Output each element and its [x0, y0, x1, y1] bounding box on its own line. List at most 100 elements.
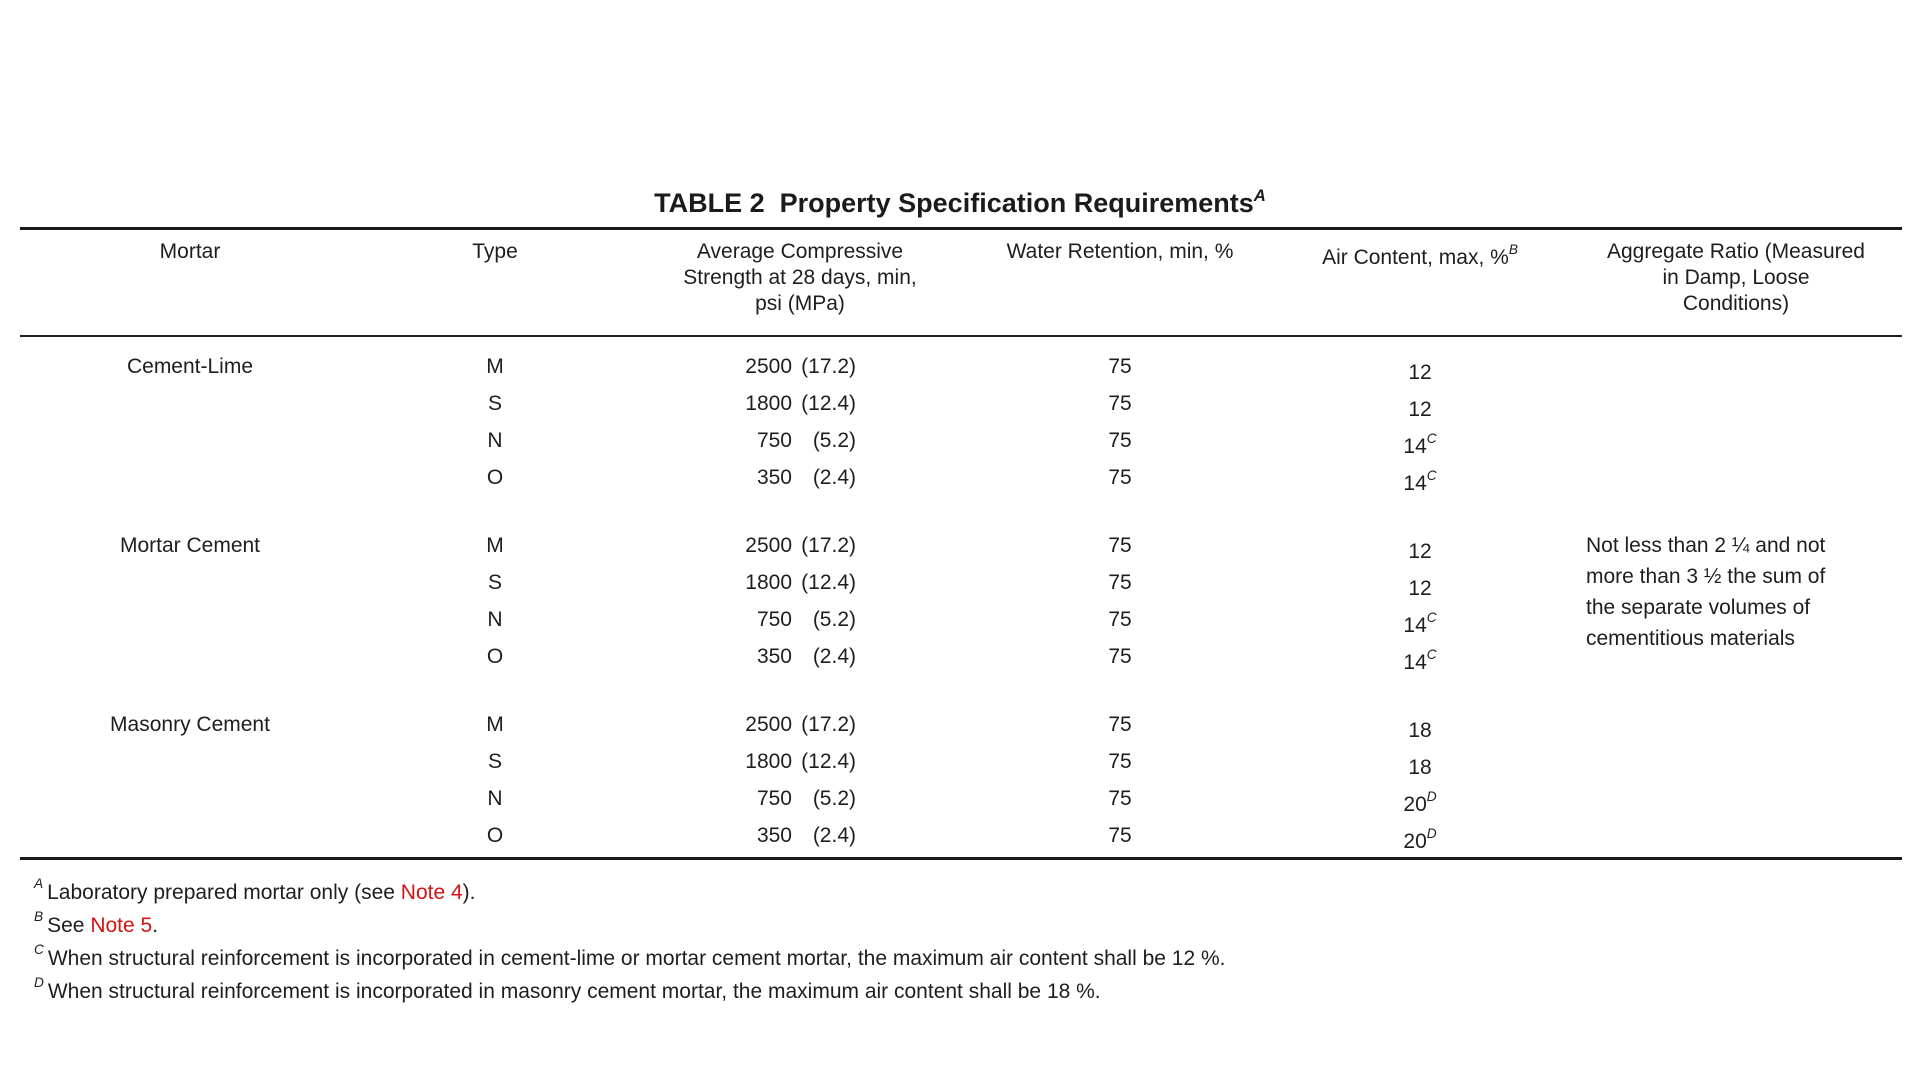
strength-psi: 1800: [745, 392, 792, 415]
strength-cell: 2500 (17.2): [630, 709, 970, 746]
table-title-superscript: A: [1253, 186, 1266, 205]
strength-cell: 1800 (12.4): [630, 746, 970, 783]
air-content-value: 18: [1408, 719, 1432, 742]
footnote-a: A Laboratory prepared mortar only (see No…: [34, 873, 1920, 906]
strength-cell: 2500 (17.2): [630, 336, 970, 388]
footnote-a-text-tail: ).: [462, 881, 476, 904]
air-content-value: 14: [1403, 435, 1427, 458]
property-spec-table: Mortar Type Average Compressive Strength…: [20, 227, 1902, 860]
note-5-link[interactable]: Note 5: [90, 914, 153, 937]
table-row: S 1800 (12.4) 75 18: [20, 746, 1902, 783]
air-content-superscript: C: [1426, 431, 1437, 446]
strength-psi: 2500: [745, 713, 792, 736]
footnote-b: B See Note 5.: [34, 906, 1920, 939]
air-content-superscript: C: [1426, 610, 1437, 625]
footnote-c-text: When structural reinforcement is incorpo…: [47, 947, 1226, 970]
strength-cell: 350 (2.4): [630, 462, 970, 499]
strength-mpa: (17.2): [801, 534, 856, 557]
air-content-cell: 20D: [1270, 820, 1570, 859]
strength-cell: 2500 (17.2): [630, 530, 970, 567]
table-row: N 750 (5.2) 75 20D: [20, 783, 1902, 820]
air-content-cell: 14C: [1270, 425, 1570, 462]
footnote-a-text: Laboratory prepared mortar only (see: [47, 881, 401, 904]
strength-mpa: (12.4): [801, 571, 856, 594]
strength-psi: 2500: [745, 355, 792, 378]
table-row: O 350 (2.4) 75 14C: [20, 462, 1902, 499]
footnote-d-text: When structural reinforcement is incorpo…: [47, 980, 1101, 1003]
col-header-air-content: Air Content, max, %B: [1270, 228, 1570, 337]
air-content-value: 14: [1403, 651, 1427, 674]
air-content-value: 14: [1403, 614, 1427, 637]
strength-mpa: (17.2): [801, 355, 856, 378]
table-row: O 350 (2.4) 75 14C: [20, 641, 1902, 678]
aggregate-ratio-cell-empty: [1570, 709, 1902, 859]
air-content-cell: 18: [1270, 709, 1570, 746]
strength-mpa: (5.2): [812, 429, 856, 452]
air-content-value: 20: [1403, 793, 1427, 816]
strength-mpa: (2.4): [812, 645, 856, 668]
strength-cell: 750 (5.2): [630, 604, 970, 641]
type-cell: M: [486, 713, 504, 736]
strength-cell: 350 (2.4): [630, 820, 970, 859]
footnote-b-text: See: [47, 914, 91, 937]
group-gap-row: [20, 678, 1902, 709]
type-cell: S: [487, 571, 502, 594]
type-cell: O: [486, 466, 504, 489]
air-content-cell: 20D: [1270, 783, 1570, 820]
type-cell: N: [487, 608, 503, 631]
air-content-cell: 14C: [1270, 641, 1570, 678]
type-cell: S: [487, 392, 502, 415]
strength-psi: 1800: [745, 571, 792, 594]
col-header-mortar: Mortar: [20, 228, 360, 337]
air-content-value: 12: [1408, 361, 1432, 384]
water-retention-cell: 75: [1108, 608, 1132, 631]
footnote-a-superscript: A: [34, 876, 44, 891]
mortar-name-masonry-cement: Masonry Cement: [110, 713, 270, 736]
footnote-c: C When structural reinforcement is incorp…: [34, 939, 1920, 972]
header-row: Mortar Type Average Compressive Strength…: [20, 228, 1902, 337]
strength-psi: 750: [756, 787, 792, 810]
water-retention-cell: 75: [1108, 355, 1132, 378]
table-title: TABLE 2 Property Specification Requireme…: [0, 0, 1920, 217]
air-content-cell: 18: [1270, 746, 1570, 783]
type-cell: O: [486, 824, 504, 847]
table-row: Cement-Lime M 2500 (17.2) 75 12: [20, 336, 1902, 388]
strength-psi: 2500: [745, 534, 792, 557]
table-row: N 750 (5.2) 75 14C: [20, 425, 1902, 462]
strength-cell: 1800 (12.4): [630, 388, 970, 425]
air-content-value: 12: [1408, 577, 1432, 600]
strength-psi: 750: [756, 429, 792, 452]
air-content-cell: 14C: [1270, 462, 1570, 499]
col-header-water-retention: Water Retention, min, %: [970, 228, 1270, 337]
table-row: N 750 (5.2) 75 14C: [20, 604, 1902, 641]
air-content-cell: 14C: [1270, 604, 1570, 641]
strength-cell: 750 (5.2): [630, 425, 970, 462]
table-row: S 1800 (12.4) 75 12: [20, 567, 1902, 604]
note-4-link[interactable]: Note 4: [400, 881, 463, 904]
air-content-value: 12: [1408, 398, 1432, 421]
strength-mpa: (17.2): [801, 713, 856, 736]
mortar-name-cement-lime: Cement-Lime: [126, 355, 254, 378]
strength-mpa: (12.4): [801, 392, 856, 415]
strength-cell: 350 (2.4): [630, 641, 970, 678]
col-header-strength: Average Compressive Strength at 28 days,…: [630, 228, 970, 337]
air-content-cell: 12: [1270, 388, 1570, 425]
strength-psi: 750: [756, 608, 792, 631]
air-content-cell: 12: [1270, 336, 1570, 388]
strength-psi: 350: [756, 645, 792, 668]
air-content-value: 18: [1408, 756, 1432, 779]
air-content-value: 12: [1408, 540, 1432, 563]
type-cell: O: [486, 645, 504, 668]
col-header-air-content-text: Air Content, max, %: [1322, 246, 1509, 269]
water-retention-cell: 75: [1108, 645, 1132, 668]
strength-psi: 350: [756, 466, 792, 489]
water-retention-cell: 75: [1108, 824, 1132, 847]
air-content-cell: 12: [1270, 567, 1570, 604]
table-row: O 350 (2.4) 75 20D: [20, 820, 1902, 859]
strength-cell: 1800 (12.4): [630, 567, 970, 604]
air-content-value: 14: [1403, 472, 1427, 495]
strength-mpa: (5.2): [812, 787, 856, 810]
table-row: S 1800 (12.4) 75 12: [20, 388, 1902, 425]
air-content-superscript: D: [1426, 789, 1437, 804]
